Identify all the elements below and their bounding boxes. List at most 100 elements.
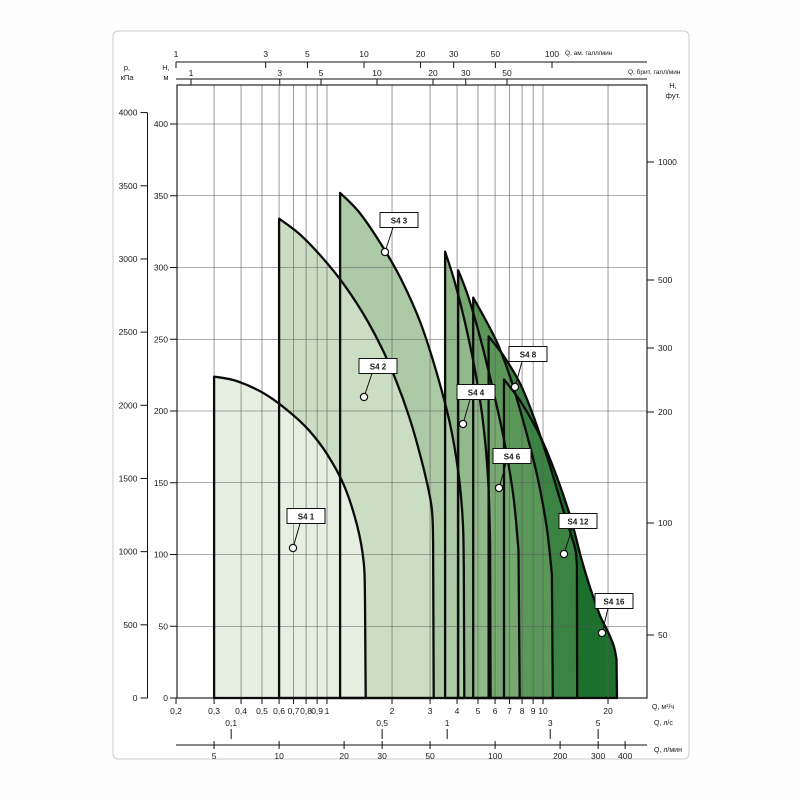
callout-dot: [494, 483, 504, 493]
m3h-tick-label: 10: [538, 706, 548, 716]
head-m-axis-title: м: [163, 73, 168, 82]
callout-label: S4 1: [298, 513, 315, 522]
callout-dot: [559, 549, 569, 559]
envelope-outline-s4-12: [487, 335, 579, 700]
m3h-tick-label: 6: [493, 706, 498, 716]
callout-leader-line: [563, 528, 573, 555]
head-m-tick-label: 400: [154, 119, 168, 129]
m3h-tick-label: 0,7: [288, 706, 300, 716]
pressure-tick-label: 1500: [119, 473, 138, 483]
axis-top-usgpm-tick-label: 100: [545, 49, 559, 59]
axis-top-usgpm: 1 3 5 10 20 30 50 100 Q, ам. галл/мин: [174, 49, 647, 68]
axis-bottom-m3h: 0,2 0,3 0,4 0,5 0,6 0,7 0,8 0,9 1 2 3 4 5 6 7 8 9 10 20 Q, …: [170, 698, 674, 716]
callout-leader-line: [384, 227, 394, 253]
m3h-tick-label: 5: [476, 706, 481, 716]
axis-top-ukgpm-tick-label: 5: [319, 68, 324, 78]
head-ft-tick-label: 50: [658, 630, 668, 640]
pressure-axis-title: кПа: [121, 73, 135, 82]
envelope-outline-s4-8: [472, 296, 554, 700]
axis-top-ukgpm-tick-label: 30: [461, 68, 471, 78]
lmin-tick-label: 20: [339, 751, 349, 761]
m3h-tick-label: 9: [531, 706, 536, 716]
head-ft-tick-label: 300: [658, 343, 672, 353]
callout-leader-line: [514, 361, 523, 388]
callout-box: [286, 508, 326, 524]
m3h-tick-label: 8: [520, 706, 525, 716]
lmin-tick-label: 10: [274, 751, 284, 761]
callout-dot: [288, 543, 298, 553]
m3h-tick-label: 20: [603, 706, 613, 716]
axis-top-usgpm-tick-label: 5: [305, 49, 310, 59]
axis-top-usgpm-unit-label: Q, ам. галл/мин: [565, 50, 613, 57]
callout-label: S4 2: [370, 363, 387, 372]
head-m-axis-title: H,: [162, 63, 170, 72]
axis-top-usgpm-tick-label: 1: [174, 49, 179, 59]
curve-callout-s4-16: S4 16: [594, 593, 634, 638]
pressure-tick-label: 1000: [119, 547, 138, 557]
ls-tick-label: 0,5: [376, 718, 388, 728]
axis-top-ukgpm: 1 3 5 10 20 30 50 Q, брит. галл/мин: [176, 68, 681, 85]
head-m-tick-label: 50: [159, 621, 169, 631]
lmin-tick-label: 200: [553, 751, 567, 761]
callout-box: [358, 358, 398, 374]
curve-callout-s4-2: S4 2: [358, 358, 398, 402]
head-ft-axis-title: H,: [669, 81, 677, 90]
axis-top-usgpm-tick-label: 3: [263, 49, 268, 59]
callout-dot: [597, 628, 607, 638]
axis-top-usgpm-tick-label: 30: [449, 49, 459, 59]
axis-bottom-ls: 0,1 0,5 1 3 5 Q, л/с: [225, 718, 673, 739]
pressure-axis-title: p,: [124, 63, 130, 72]
callout-label: S4 8: [520, 351, 537, 360]
m3h-tick-label: 3: [428, 706, 433, 716]
axis-top-usgpm-tick-label: 20: [416, 49, 426, 59]
lmin-tick-label: 30: [377, 751, 387, 761]
callout-dot: [380, 247, 390, 257]
envelope-outline-s4-3: [338, 191, 466, 700]
head-m-tick-label: 350: [154, 191, 168, 201]
m3h-tick-label: 0,8: [300, 706, 312, 716]
callout-dot: [458, 419, 468, 429]
envelope-outline-s4-4: [443, 250, 492, 700]
head-m-tick-label: 300: [154, 263, 168, 273]
curve-callout-s4-6: S4 6: [492, 448, 532, 493]
axis-top-ukgpm-tick-label: 10: [372, 68, 382, 78]
curve-callout-s4-4: S4 4: [456, 384, 496, 429]
curve-callout-s4-3: S4 3: [379, 212, 419, 257]
head-m-tick-label: 100: [154, 550, 168, 560]
pressure-tick-label: 4000: [119, 108, 138, 118]
head-ft-tick-label: 500: [658, 275, 672, 285]
callout-label: S4 16: [604, 598, 625, 607]
curve-callout-s4-8: S4 8: [508, 346, 548, 392]
ls-tick-label: 1: [445, 718, 450, 728]
axis-top-usgpm-tick-label: 50: [491, 49, 501, 59]
ls-tick-label: 0,1: [225, 718, 237, 728]
callout-leader-line: [601, 608, 609, 634]
head-m-tick-label: 0: [163, 693, 168, 703]
callout-box: [508, 346, 548, 362]
axis-top-ukgpm-tick-label: 20: [428, 68, 438, 78]
envelope-fills: [214, 192, 617, 698]
callout-leader-line: [462, 399, 471, 425]
ls-tick-label: 3: [548, 718, 553, 728]
head-m-tick-label: 250: [154, 334, 168, 344]
axis-top-ukgpm-tick-label: 1: [189, 68, 194, 78]
pressure-tick-label: 3500: [119, 181, 138, 191]
curve-callout-s4-1: S4 1: [286, 508, 326, 553]
m3h-tick-label: 0,9: [311, 706, 323, 716]
callout-box: [379, 212, 419, 228]
callout-leader-line: [292, 523, 301, 549]
envelope-outline-s4-16: [502, 378, 619, 700]
callout-label: S4 4: [468, 389, 485, 398]
callout-box: [456, 384, 496, 400]
callout-dot: [510, 382, 520, 392]
callout-label: S4 3: [391, 217, 408, 226]
curve-callout-s4-12: S4 12: [558, 513, 598, 559]
lmin-tick-label: 100: [488, 751, 502, 761]
pressure-tick-label: 2000: [119, 400, 138, 410]
m3h-tick-label: 2: [390, 706, 395, 716]
head-ft-tick-label: 200: [658, 407, 672, 417]
callout-label: S4 12: [568, 518, 589, 527]
